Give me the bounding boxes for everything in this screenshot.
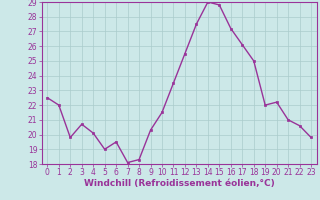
- X-axis label: Windchill (Refroidissement éolien,°C): Windchill (Refroidissement éolien,°C): [84, 179, 275, 188]
